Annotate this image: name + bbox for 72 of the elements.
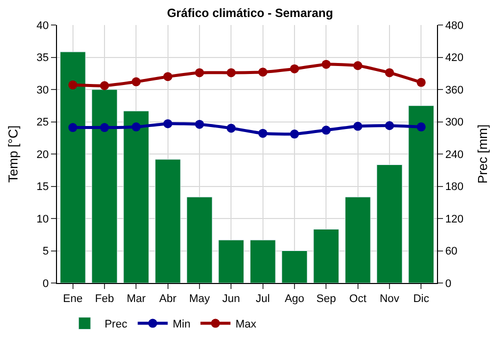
x-tick-label: Jul <box>256 293 270 306</box>
bar <box>282 250 308 283</box>
point <box>258 128 268 138</box>
bar <box>154 159 181 283</box>
y-tick-label: 25 <box>36 116 49 129</box>
point <box>100 81 109 90</box>
point <box>416 122 426 132</box>
y2-tick-label: 0 <box>445 278 452 290</box>
y2-tick-label: 420 <box>445 52 464 64</box>
point <box>353 122 362 131</box>
x-tick-label: May <box>189 293 210 306</box>
point <box>290 130 299 139</box>
x-tick-label: Ene <box>63 293 83 306</box>
point <box>132 122 141 132</box>
point <box>195 68 204 78</box>
x-tick-label: Abr <box>159 293 177 306</box>
point <box>322 60 331 69</box>
point <box>100 123 109 132</box>
bar <box>218 240 244 283</box>
point <box>353 61 362 70</box>
y2-tick-label: 360 <box>445 84 464 96</box>
point <box>322 126 331 135</box>
chart-title: Gráfico climático - Semarang <box>166 6 334 20</box>
bar <box>250 240 276 283</box>
y-tick-label: 15 <box>36 181 49 194</box>
y2-axis-title: Prec [mm] <box>475 124 490 184</box>
bar <box>344 196 371 283</box>
bar <box>313 229 340 283</box>
legend-label: Min <box>172 318 190 331</box>
x-tick-label: Ago <box>284 293 304 306</box>
y-tick-label: 35 <box>36 52 49 64</box>
bar <box>123 110 150 283</box>
point <box>385 68 394 78</box>
point <box>226 68 236 78</box>
point <box>195 120 204 129</box>
bar <box>376 164 402 283</box>
point <box>226 124 236 133</box>
point <box>258 68 268 77</box>
x-tick-label: Mar <box>126 293 146 306</box>
point <box>385 121 394 130</box>
x-tick-label: Dic <box>413 293 430 306</box>
legend-label: Prec <box>104 318 128 331</box>
y-axis-title: Temp [°C] <box>6 125 20 183</box>
point <box>416 78 426 87</box>
bar <box>186 196 212 283</box>
x-tick-label: Oct <box>349 293 366 306</box>
y2-tick-label: 60 <box>445 246 458 258</box>
y2-tick-label: 120 <box>445 213 464 226</box>
x-tick-label: Feb <box>95 293 114 306</box>
y2-tick-label: 480 <box>445 20 464 32</box>
bar <box>408 105 434 283</box>
legend-label: Max <box>235 318 257 331</box>
y2-tick-label: 180 <box>445 181 464 194</box>
y-tick-label: 40 <box>36 20 49 32</box>
y-tick-label: 30 <box>36 84 49 96</box>
bar <box>92 89 118 283</box>
y2-tick-label: 300 <box>445 116 464 129</box>
bar <box>60 52 86 283</box>
y-tick-label: 20 <box>36 148 49 161</box>
point <box>290 64 299 74</box>
y-tick-label: 10 <box>36 213 49 226</box>
x-tick-label: Nov <box>380 293 400 306</box>
x-tick-label: Sep <box>316 293 336 306</box>
point <box>68 80 78 90</box>
point <box>132 77 141 86</box>
point <box>68 123 78 132</box>
x-tick-label: Jun <box>222 293 240 306</box>
point <box>163 119 172 128</box>
y2-tick-label: 240 <box>445 148 464 161</box>
point <box>163 72 172 82</box>
y-tick-label: 5 <box>42 246 49 258</box>
y-tick-label: 0 <box>42 278 49 290</box>
